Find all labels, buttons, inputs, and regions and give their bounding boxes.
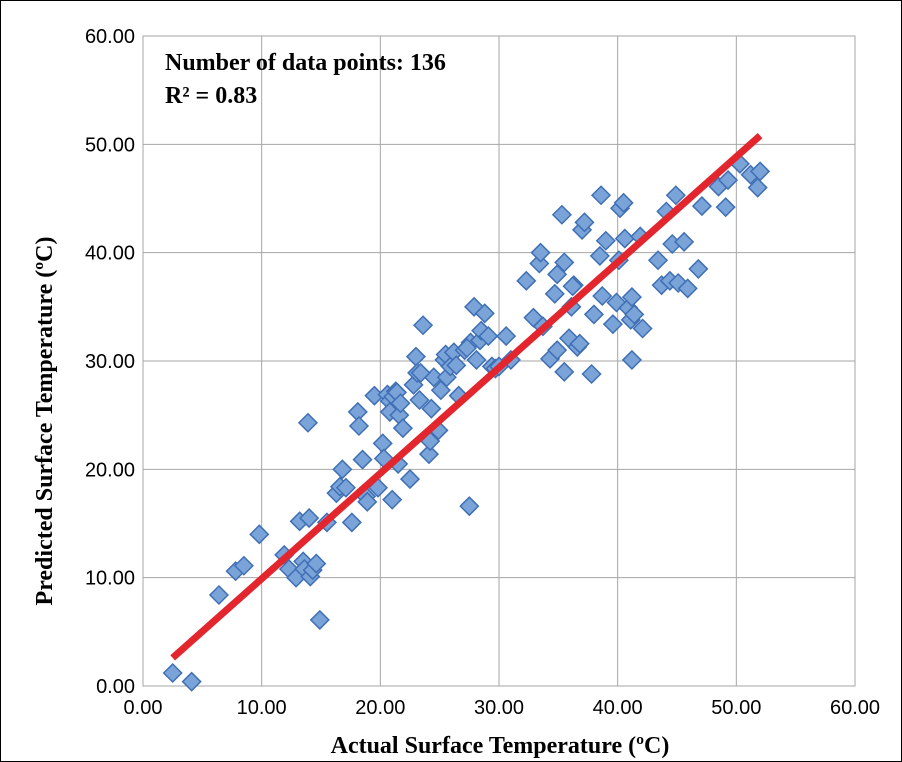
y-tick-label: 40.00 [85, 243, 135, 265]
data-point [382, 489, 403, 510]
annotation-r2: R² = 0.83 [165, 83, 257, 109]
data-point [677, 278, 698, 299]
data-point [306, 553, 327, 574]
data-point [621, 287, 642, 308]
data-point [474, 303, 495, 324]
data-point [409, 389, 430, 411]
data-point [595, 230, 616, 251]
data-point [390, 393, 411, 414]
data-point [410, 362, 431, 383]
x-tick-label: 10.00 [237, 697, 287, 719]
data-point [691, 196, 712, 217]
data-point [357, 491, 378, 512]
y-tick-label: 30.00 [85, 351, 135, 373]
annotation-count: Number of data points: 136 [165, 50, 446, 76]
data-point [581, 363, 602, 385]
data-point [297, 412, 319, 433]
data-point [352, 449, 373, 470]
data-point [233, 555, 254, 576]
data-point [665, 185, 686, 206]
data-point [583, 304, 604, 325]
data-point [332, 459, 353, 480]
data-point [551, 204, 572, 225]
data-point [590, 185, 612, 206]
data-points [162, 153, 771, 692]
data-point [624, 304, 645, 325]
data-point [478, 326, 499, 347]
data-point [547, 340, 568, 361]
data-point [249, 524, 270, 545]
data-point [674, 231, 695, 252]
data-point [348, 415, 370, 437]
y-axis-title: Predicted Surface Temperature (ºC) [32, 237, 58, 606]
data-point [602, 314, 623, 335]
x-tick-label: 50.00 [711, 697, 761, 719]
data-point [554, 252, 575, 273]
data-point [589, 245, 610, 266]
data-point [688, 258, 709, 279]
data-point [717, 170, 739, 191]
x-tick-label: 60.00 [830, 697, 880, 719]
data-point [647, 250, 669, 271]
data-point [530, 242, 551, 263]
data-point [456, 337, 478, 359]
x-tick-label: 30.00 [474, 697, 524, 719]
data-point [750, 161, 771, 182]
data-point [574, 212, 595, 233]
data-point [181, 671, 202, 692]
tick-labels: 0.00 10.00 20.00 30.00 40.00 50.00 60.00 0.00 10… [85, 26, 880, 719]
data-point [592, 285, 613, 307]
data-point [299, 508, 320, 529]
data-point [421, 398, 442, 419]
data-point [554, 361, 575, 382]
data-point [613, 192, 634, 213]
y-tick-label: 50.00 [85, 134, 135, 156]
data-point [335, 477, 356, 498]
data-point [399, 469, 421, 490]
data-point [412, 315, 434, 336]
data-point [747, 177, 768, 198]
data-point [341, 512, 362, 533]
data-point [621, 349, 642, 370]
data-point [614, 228, 635, 249]
data-point [418, 444, 440, 465]
data-point [544, 283, 565, 304]
data-point [162, 662, 183, 684]
data-point [715, 197, 736, 218]
data-point [632, 318, 653, 339]
trendline [170, 133, 763, 661]
data-point [392, 418, 413, 439]
y-tick-label: 10.00 [85, 568, 135, 590]
y-tick-label: 0.00 [96, 676, 135, 698]
x-tick-label: 0.00 [124, 697, 163, 719]
x-tick-label: 40.00 [593, 697, 643, 719]
data-point [569, 333, 590, 354]
x-axis-title: Actual Surface Temperature (ºC) [331, 733, 670, 759]
data-point [516, 270, 537, 291]
x-tick-label: 20.00 [355, 697, 405, 719]
data-point [208, 584, 230, 606]
data-point [562, 276, 583, 297]
data-point [466, 349, 487, 370]
data-point [405, 346, 426, 367]
data-point [496, 326, 517, 347]
data-point [309, 609, 330, 630]
y-tick-label: 20.00 [85, 459, 135, 481]
data-point [446, 355, 467, 376]
data-point [459, 496, 480, 517]
y-tick-label: 60.00 [85, 26, 135, 48]
